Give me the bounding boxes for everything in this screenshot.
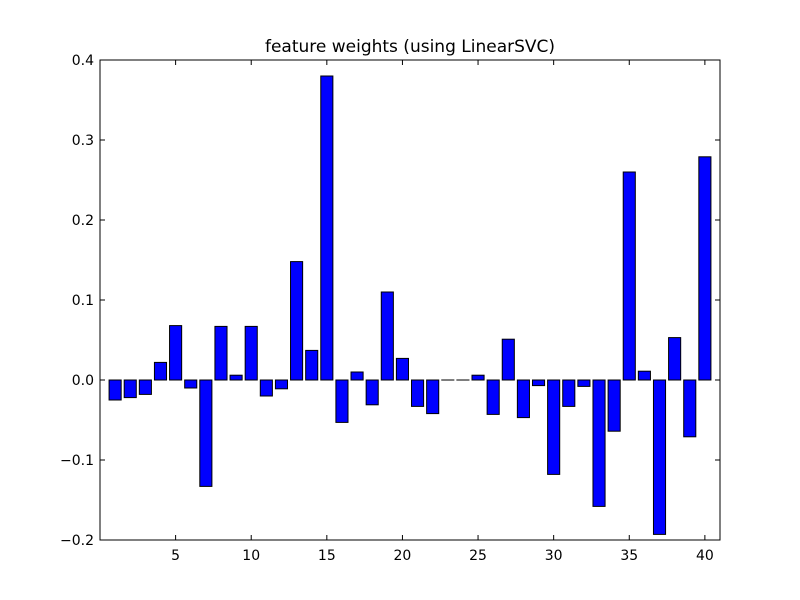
bar-feature-34 bbox=[607, 379, 621, 432]
chart-title: feature weights (using LinearSVC) bbox=[265, 37, 555, 57]
bar-feature-19 bbox=[380, 291, 394, 381]
x-tick-label: 20 bbox=[394, 548, 412, 564]
bar-feature-32 bbox=[577, 379, 591, 387]
bar-feature-37 bbox=[652, 379, 667, 535]
bar-feature-18 bbox=[365, 379, 379, 406]
x-tick-label: 10 bbox=[242, 548, 260, 564]
bar-feature-9 bbox=[229, 374, 243, 381]
ticks-layer: −0.2 −0.1 0.0 0.1 0.2 0.3 0.4 5 10 15 20 25 30 35 40 bbox=[60, 53, 720, 564]
bar-feature-1 bbox=[108, 379, 122, 401]
y-tick-label: 0.4 bbox=[72, 53, 94, 69]
bar-feature-2 bbox=[123, 379, 137, 399]
bar-feature-28 bbox=[516, 379, 530, 419]
bar-feature-10 bbox=[244, 325, 258, 381]
bar-feature-39 bbox=[683, 379, 697, 438]
bar-feature-35 bbox=[622, 171, 636, 381]
y-tick-label: 0.0 bbox=[72, 373, 94, 389]
bar-feature-27 bbox=[501, 338, 515, 381]
bar-feature-8 bbox=[214, 325, 228, 381]
plot-frame bbox=[99, 59, 721, 541]
x-tick-label: 5 bbox=[171, 548, 180, 564]
y-tick-label: 0.2 bbox=[72, 213, 94, 229]
y-tick-label: 0.3 bbox=[72, 133, 94, 149]
x-tick-label: 40 bbox=[696, 548, 714, 564]
bar-feature-20 bbox=[395, 357, 409, 381]
bar-feature-15 bbox=[320, 75, 334, 381]
bar-feature-11 bbox=[259, 379, 273, 397]
bar-feature-30 bbox=[547, 379, 561, 475]
x-tick-label: 15 bbox=[318, 548, 336, 564]
bar-feature-40 bbox=[698, 156, 712, 381]
bar-feature-26 bbox=[486, 379, 500, 415]
bar-feature-12 bbox=[274, 379, 289, 390]
x-tick-label: 35 bbox=[620, 548, 638, 564]
bar-feature-6 bbox=[184, 379, 198, 389]
y-tick-label: −0.2 bbox=[60, 533, 94, 549]
bar-feature-7 bbox=[199, 379, 213, 487]
bar-feature-36 bbox=[637, 370, 651, 381]
bar-feature-5 bbox=[169, 325, 183, 381]
y-tick-label: −0.1 bbox=[60, 453, 94, 469]
bar-feature-38 bbox=[668, 337, 682, 381]
bar-feature-31 bbox=[562, 379, 576, 407]
bar-feature-25 bbox=[471, 374, 485, 381]
bar-feature-13 bbox=[290, 261, 304, 381]
bar-feature-29 bbox=[531, 379, 546, 387]
bar-feature-14 bbox=[305, 349, 319, 381]
bar-feature-22 bbox=[426, 379, 440, 415]
x-tick-label: 25 bbox=[469, 548, 487, 564]
bar-feature-4 bbox=[153, 361, 168, 381]
bar-feature-33 bbox=[592, 379, 606, 507]
bar-feature-3 bbox=[138, 379, 152, 395]
bars-layer bbox=[108, 75, 712, 535]
bar-feature-16 bbox=[335, 379, 349, 423]
bar-feature-21 bbox=[411, 379, 425, 407]
x-tick-label: 30 bbox=[545, 548, 563, 564]
y-tick-label: 0.1 bbox=[72, 293, 94, 309]
bar-feature-17 bbox=[350, 371, 364, 381]
